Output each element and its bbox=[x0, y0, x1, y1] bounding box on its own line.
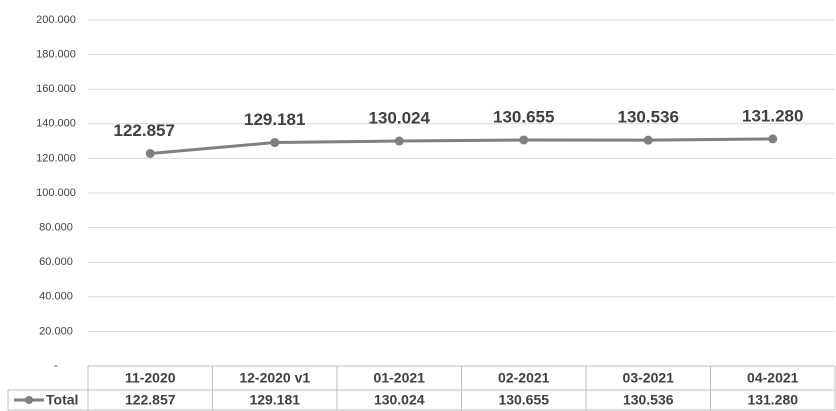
y-tick-label: 100.000 bbox=[36, 187, 76, 199]
table-value: 122.857 bbox=[125, 392, 176, 408]
table-value: 130.536 bbox=[623, 392, 674, 408]
marker bbox=[768, 134, 778, 144]
y-tick-label: 160.000 bbox=[36, 83, 76, 95]
x-tick-label: 12-2020 v1 bbox=[239, 370, 310, 386]
data-label: 130.655 bbox=[493, 107, 554, 126]
legend-label: Total bbox=[46, 392, 78, 408]
marker bbox=[519, 135, 529, 145]
y-tick-label: 20.000 bbox=[39, 325, 73, 337]
data-label: 130.024 bbox=[369, 109, 431, 128]
table-value: 130.024 bbox=[374, 392, 425, 408]
y-tick-label: 180.000 bbox=[36, 49, 76, 61]
y-tick-label: 200.000 bbox=[36, 14, 76, 26]
x-tick-label: 11-2020 bbox=[125, 370, 176, 386]
y-tick-label: - bbox=[54, 360, 58, 372]
table-value: 131.280 bbox=[747, 392, 798, 408]
marker bbox=[145, 148, 155, 158]
marker bbox=[643, 135, 653, 145]
series-line bbox=[150, 137, 773, 155]
y-tick-label: 40.000 bbox=[39, 291, 73, 303]
data-label: 122.857 bbox=[114, 121, 175, 140]
x-tick-label: 02-2021 bbox=[498, 370, 550, 386]
table-value: 130.655 bbox=[498, 392, 549, 408]
marker bbox=[394, 136, 404, 146]
y-tick-label: 140.000 bbox=[36, 118, 76, 130]
y-tick-label: 80.000 bbox=[39, 222, 73, 234]
data-label: 129.181 bbox=[244, 110, 305, 129]
x-tick-label: 01-2021 bbox=[374, 370, 426, 386]
table-value: 129.181 bbox=[249, 392, 300, 408]
data-label: 130.536 bbox=[618, 108, 679, 127]
y-tick-label: 60.000 bbox=[39, 256, 73, 268]
x-tick-label: 03-2021 bbox=[623, 370, 675, 386]
legend-marker bbox=[25, 396, 33, 404]
x-tick-label: 04-2021 bbox=[747, 370, 799, 386]
data-label: 131.280 bbox=[742, 106, 803, 125]
y-tick-label: 120.000 bbox=[36, 152, 76, 164]
marker bbox=[270, 138, 280, 148]
